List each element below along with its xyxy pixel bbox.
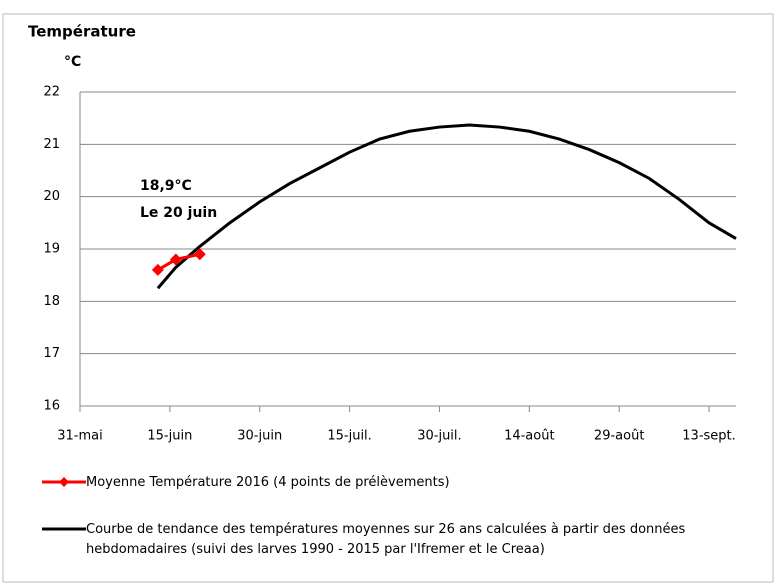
- y-tick-label: 21: [43, 137, 60, 152]
- y-tick-label: 20: [43, 189, 60, 204]
- legend-marker: [59, 477, 69, 487]
- annotation: 18,9°C: [140, 178, 192, 194]
- x-tick-label: 29-août: [594, 429, 645, 444]
- x-tick-label: 30-juin: [237, 429, 282, 444]
- data-point: [169, 253, 182, 266]
- x-tick-label: 13-sept.: [682, 429, 736, 444]
- y-tick-label: 19: [43, 242, 60, 257]
- x-tick-label: 30-juil.: [417, 429, 461, 444]
- y-tick-label: 17: [43, 346, 60, 361]
- legend-label: Courbe de tendance des températures moye…: [86, 522, 686, 557]
- x-tick-label: 15-juil.: [327, 429, 371, 444]
- y-tick-label: 18: [43, 294, 60, 309]
- chart-frame: [2, 13, 774, 583]
- x-tick-label: 14-août: [504, 429, 555, 444]
- data-point: [193, 248, 206, 261]
- annotation: Le 20 juin: [140, 205, 217, 221]
- series-line: [156, 123, 737, 290]
- x-tick-label: 15-juin: [147, 429, 192, 444]
- y-axis-label: Température: [28, 23, 136, 41]
- y-axis-unit: °C: [64, 54, 81, 70]
- x-tick-label: 31-mai: [57, 429, 102, 444]
- legend-label: Moyenne Température 2016 (4 points de pr…: [86, 475, 450, 490]
- legend-entry: Moyenne Température 2016 (4 points de pr…: [86, 473, 450, 493]
- y-tick-label: 22: [43, 85, 60, 100]
- data-point: [151, 263, 164, 276]
- legend-entry: Courbe de tendance des températures moye…: [86, 520, 746, 560]
- y-tick-label: 16: [43, 399, 60, 414]
